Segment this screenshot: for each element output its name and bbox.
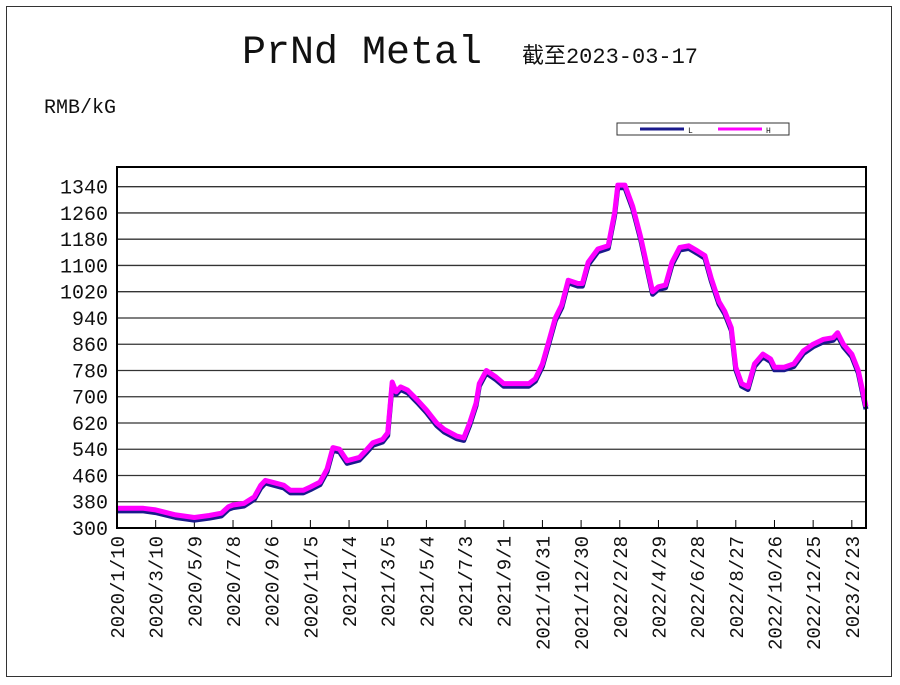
legend-label-l: L <box>688 127 693 136</box>
x-tick-label: 2021/7/3 <box>456 536 478 627</box>
x-tick-label: 2021/12/30 <box>572 536 594 650</box>
x-tick-label: 2022/12/25 <box>804 536 826 650</box>
x-tick-label: 2022/4/29 <box>649 536 671 639</box>
x-tick-label: 2021/10/31 <box>533 536 555 650</box>
y-tick-label: 1260 <box>60 204 108 227</box>
chart-subtitle: 截至2023-03-17 <box>522 44 698 70</box>
y-tick-label: 540 <box>72 440 108 463</box>
x-tick-label: 2021/1/4 <box>340 536 362 627</box>
x-tick-label: 2020/1/10 <box>108 536 130 639</box>
x-tick-label: 2021/5/4 <box>417 536 439 627</box>
x-tick-label: 2023/2/23 <box>843 536 865 639</box>
x-tick-label: 2020/7/8 <box>224 536 246 627</box>
x-tick-label: 2020/3/10 <box>147 536 169 639</box>
y-tick-label: 620 <box>72 414 108 437</box>
y-tick-label: 300 <box>72 519 108 542</box>
x-tick-label: 2021/3/5 <box>379 536 401 627</box>
x-tick-label: 2020/5/9 <box>185 536 207 627</box>
y-tick-label: 1100 <box>60 256 108 279</box>
y-tick-label: 700 <box>72 388 108 411</box>
y-tick-label: 1340 <box>60 178 108 201</box>
x-axis-ticks: 2020/1/10 2020/3/10 2020/5/9 2020/7/8 2020/9… <box>108 520 865 650</box>
y-tick-label: 1180 <box>60 230 108 253</box>
y-tick-label: 860 <box>72 335 108 358</box>
grid <box>117 186 866 529</box>
y-tick-label: 460 <box>72 466 108 489</box>
x-tick-label: 2021/9/1 <box>495 536 517 627</box>
y-tick-label: 380 <box>72 493 108 516</box>
series-line-l <box>117 185 869 523</box>
y-axis-label: RMB/kG <box>44 97 116 120</box>
y-tick-label: 940 <box>72 309 108 332</box>
y-tick-label: 780 <box>72 361 108 384</box>
x-tick-label: 2020/9/6 <box>263 536 285 627</box>
series-lines <box>117 182 869 523</box>
series-line-h <box>117 182 869 520</box>
x-tick-label: 2022/6/28 <box>688 536 710 639</box>
chart-title: PrNd Metal <box>242 31 482 76</box>
y-tick-label: 1020 <box>60 283 108 306</box>
legend: L H <box>616 122 790 136</box>
y-axis-ticks: 300 380 460 540 620 700 780 860 940 1020 1100 1180 1… <box>60 178 108 542</box>
legend-label-h: H <box>766 127 771 136</box>
plot-area-border <box>116 166 867 529</box>
x-tick-label: 2020/11/5 <box>301 536 323 639</box>
x-tick-label: 2022/8/27 <box>727 536 749 639</box>
x-tick-label: 2022/2/28 <box>611 536 633 639</box>
chart-frame <box>6 6 892 677</box>
x-tick-label: 2022/10/26 <box>765 536 787 650</box>
